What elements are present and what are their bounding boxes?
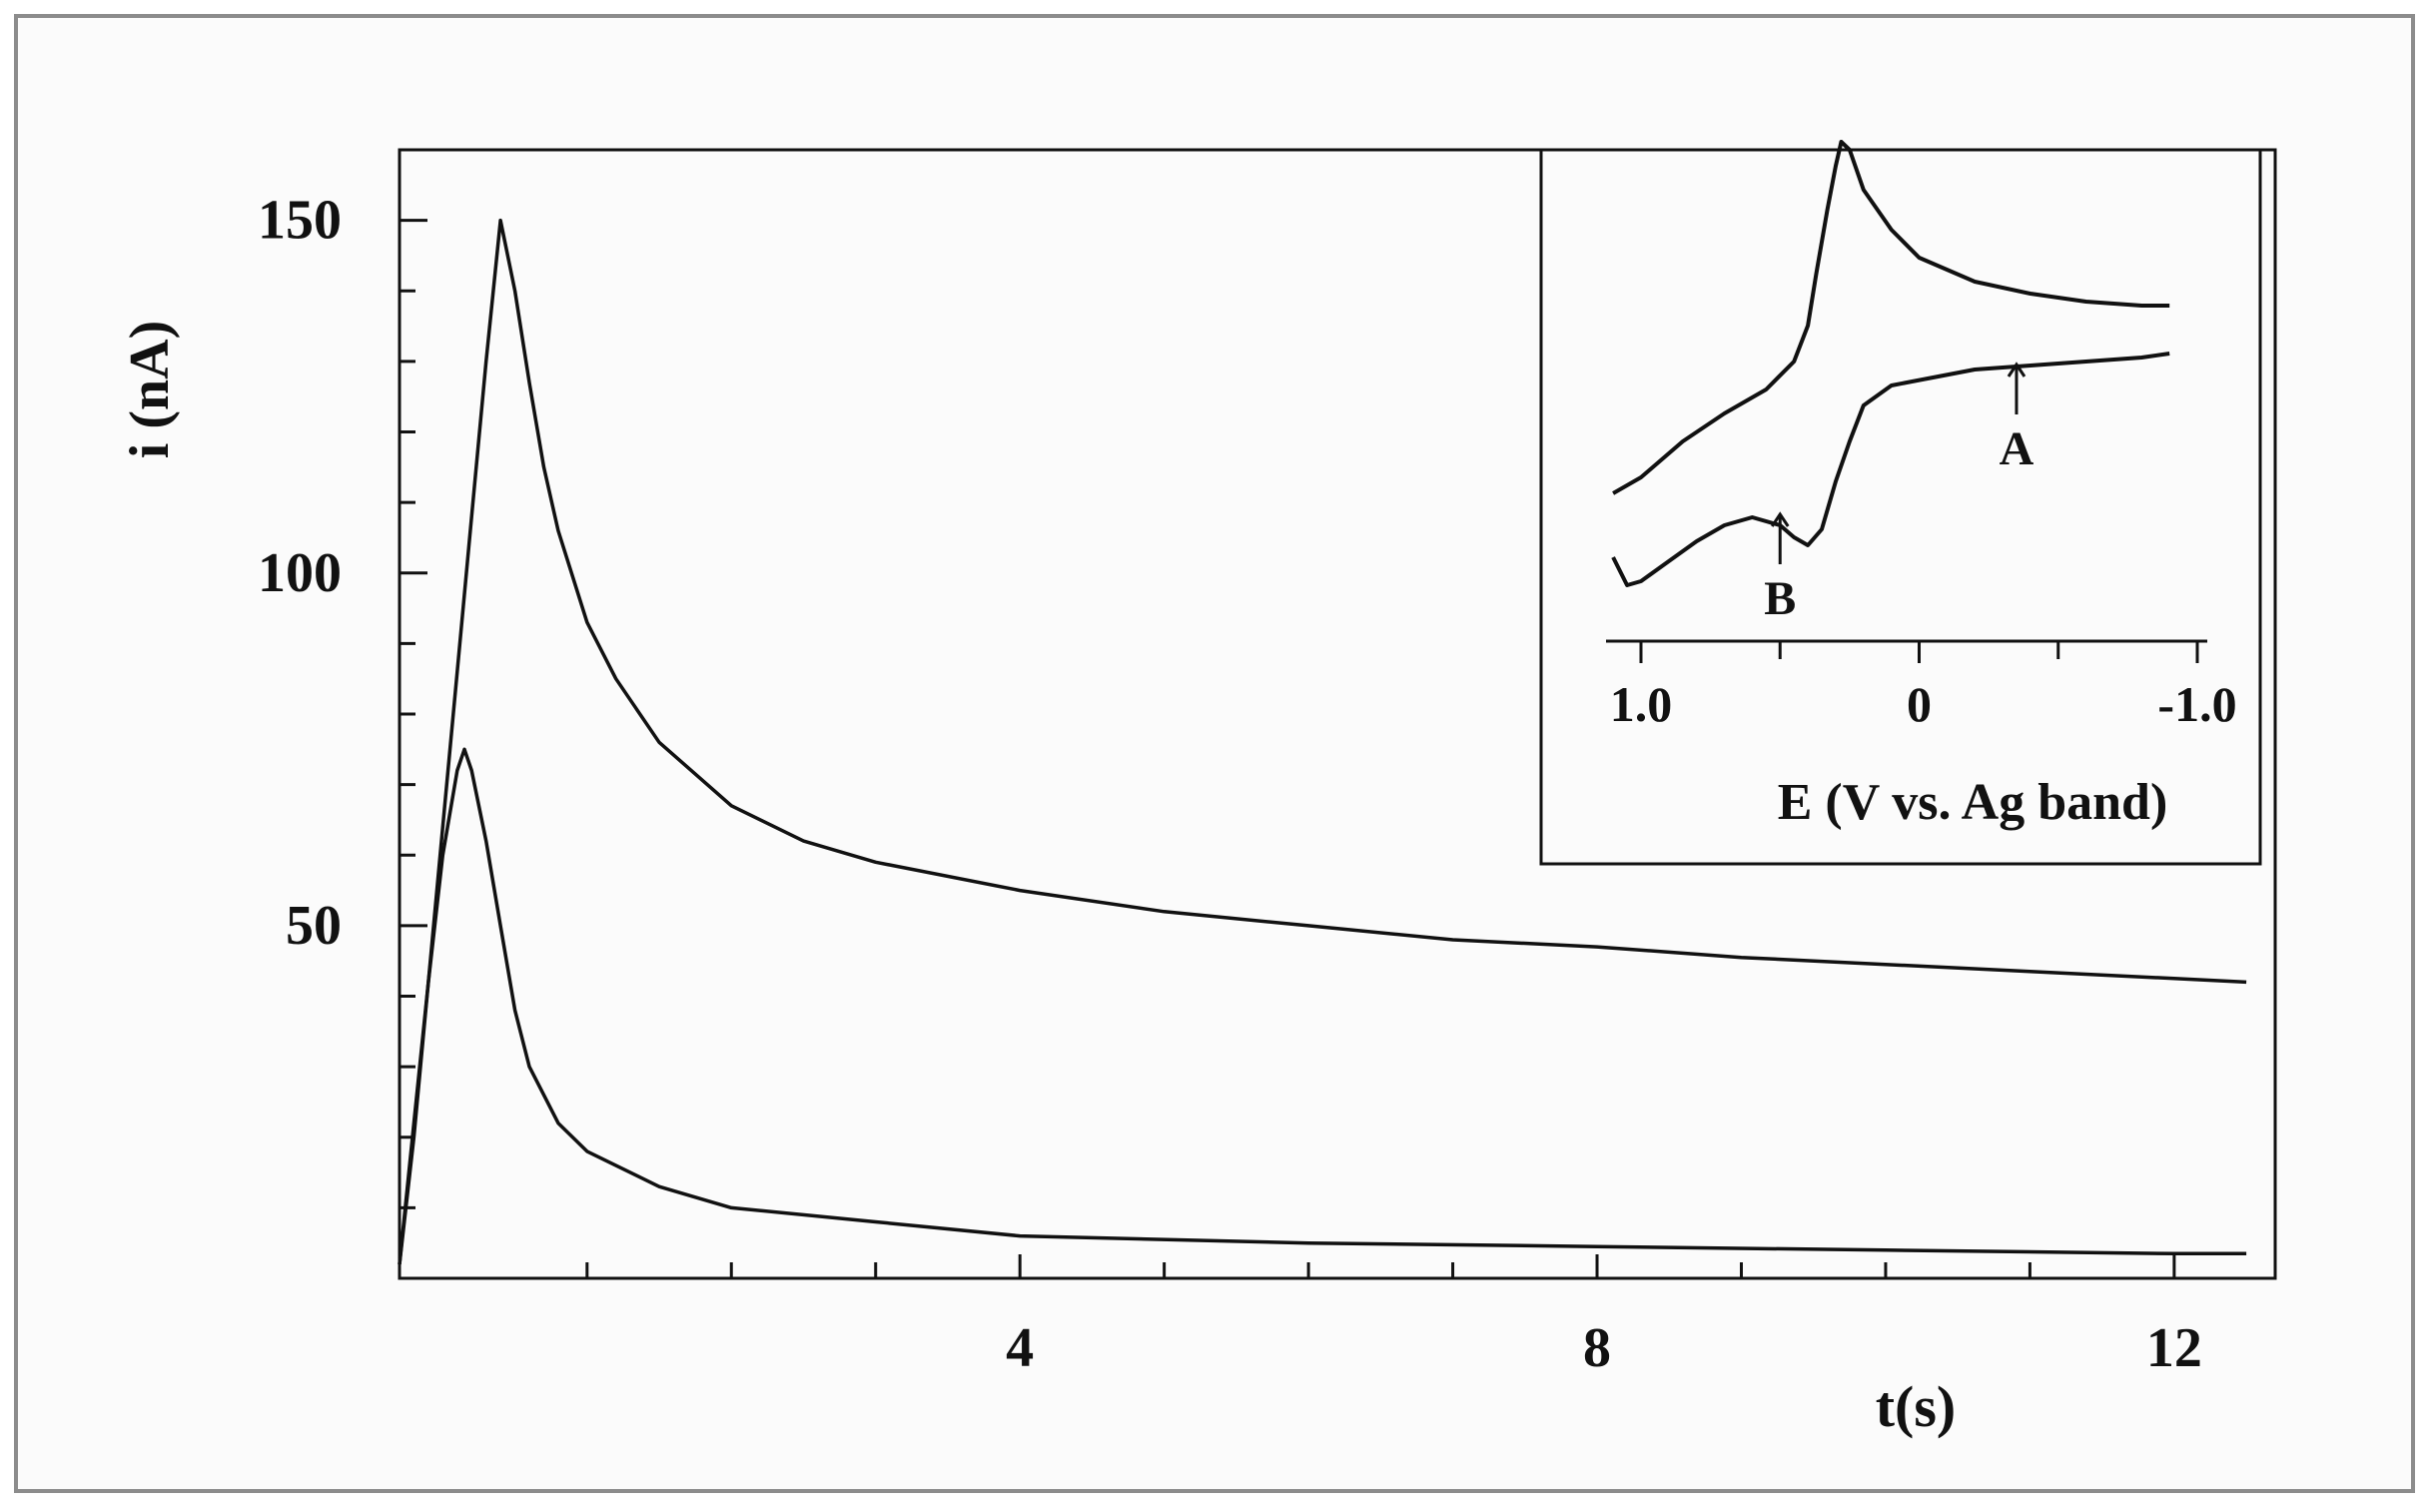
x-tick-label: 4	[1006, 1317, 1034, 1379]
x-axis-label: t(s)	[1876, 1374, 1957, 1439]
inset-axis-ticks: 1.0 0 -1.0	[1610, 641, 2237, 732]
x-tick-label: 8	[1583, 1317, 1611, 1379]
annotation-label-a: A	[2000, 422, 2034, 475]
main-axis-ticks: 4 8 12 50 100 150	[258, 190, 2202, 1379]
inset-x-tick-label: 1.0	[1610, 676, 1673, 732]
inset-x-tick-label: -1.0	[2157, 676, 2236, 732]
x-tick-label: 12	[2146, 1317, 2202, 1379]
annotation-arrowhead-a	[2007, 362, 2027, 378]
inset-plot: 1.0 0 -1.0 AB E (V vs. Ag band)	[1539, 140, 2262, 866]
y-tick-label: 150	[258, 190, 342, 252]
annotation-arrowhead-b	[1771, 511, 1790, 527]
y-tick-label: 100	[258, 542, 342, 604]
inset-x-axis-label: E (V vs. Ag band)	[1778, 774, 2168, 831]
series-line-1	[398, 218, 2247, 1265]
series-line-2	[398, 747, 2247, 1265]
main-series-group	[398, 218, 2247, 1265]
y-tick-label: 50	[286, 895, 342, 957]
inset-series-group	[1611, 140, 2170, 587]
annotation-label-b: B	[1764, 572, 1796, 625]
y-axis-label: i (nA)	[119, 321, 181, 458]
inset-frame	[1539, 148, 2262, 866]
inset-annotations: AB	[1764, 362, 2034, 625]
inset-x-tick-label: 0	[1907, 676, 1932, 732]
inset-series-line-2	[1611, 352, 2170, 587]
main-plot: 4 8 12 50 100 150 t(s) i (nA)	[119, 148, 2277, 1439]
inset-series-line-1	[1612, 140, 2170, 495]
